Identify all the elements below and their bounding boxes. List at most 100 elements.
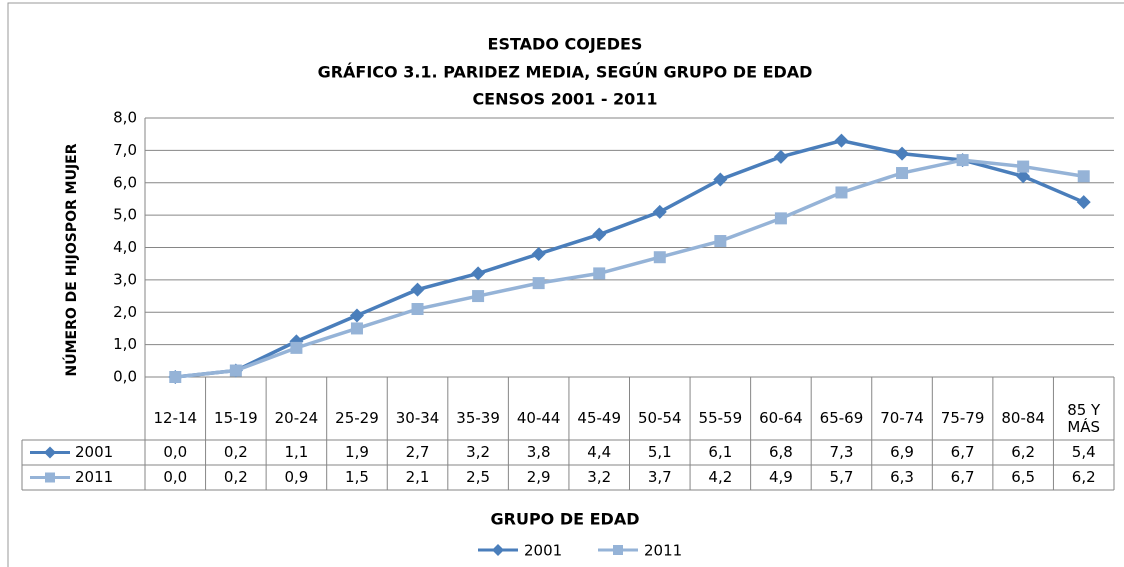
x-tick-label-box: 60-64 [759,409,803,427]
data-line [175,138,1085,379]
x-tick-label-box: 50-54 [638,410,682,427]
chart-title: ESTADO COJEDES [488,35,643,54]
x-tick-label: 20-24 [274,409,319,427]
data-point [956,154,969,167]
table-cell: 2,7 [406,443,430,461]
x-tick-label: 80-84 [1001,409,1045,427]
table-cell: 6,9 [890,443,914,461]
data-point [349,308,364,323]
x-tick-label-box: 12-14 [153,409,198,427]
x-tick-label: 40-44 [516,409,561,427]
y-tick-label: 6,0 [113,173,137,191]
table-cell: 5,4 [1072,443,1096,461]
data-point [653,251,666,264]
table-cell: 4,2 [708,468,732,486]
table-cell: 0,9 [284,468,308,486]
data-point [652,204,667,219]
x-tick-label-box: 80-84 [1001,409,1045,427]
data-point [350,322,363,335]
x-tick-label: 12-14 [153,409,198,427]
chart-border [7,2,1124,567]
table-cell: 6,8 [769,443,793,461]
table-series-name: 2011 [75,468,113,486]
x-tick-label-box: 25-29 [335,409,379,427]
y-tick-label: 7,0 [113,141,137,159]
legend-label: 2011 [644,542,682,560]
table-cell: 6,3 [890,468,914,486]
data-point [410,282,425,297]
x-tick-label: 85 Y MÁS [1067,400,1101,436]
x-tick-label-box: 45-49 [577,409,622,427]
legend-label: 2001 [524,542,562,560]
data-point [472,290,485,303]
x-tick-label-box: 15-19 [214,410,258,427]
table-cell: 6,7 [951,443,975,461]
data-point [532,277,545,290]
table-cell: 0,0 [163,468,187,486]
table-cell: 1,5 [345,468,369,486]
x-tick-label: 30-34 [395,409,440,427]
legend-marker [45,472,55,483]
data-point [714,235,727,248]
table-cell: 3,7 [648,468,672,486]
table-cell: 6,2 [1011,443,1035,461]
table-cell: 2,1 [406,468,430,486]
table-cell: 4,9 [769,468,793,486]
table-cell: 5,7 [830,468,854,486]
x-tick-label: 65-69 [819,409,864,427]
data-point [593,267,606,280]
y-tick-label: 5,0 [113,206,137,224]
table-cell: 6,2 [1072,468,1096,486]
table-cell: 6,5 [1011,468,1035,486]
legend-marker [492,544,504,556]
data-point [592,227,607,242]
chart-title: CENSOS 2001 - 2011 [472,90,657,109]
data-point [713,172,728,187]
legend-marker [44,446,56,459]
x-tick-label: 75-79 [940,409,985,427]
x-tick-label: 45-49 [577,409,622,427]
data-point [229,364,242,377]
y-tick-label: 3,0 [113,270,137,288]
data-point [773,149,788,164]
y-tick-label: 4,0 [113,238,137,256]
x-tick-label: 25-29 [335,409,379,427]
table-cell: 6,1 [708,443,732,461]
table-cell: 1,1 [284,443,308,461]
x-tick-label-box: 35-39 [456,409,500,427]
data-point [1017,160,1030,173]
x-tick-label: 35-39 [456,409,500,427]
table-cell: 0,2 [224,443,248,461]
legend-marker [613,545,623,555]
table-cell: 0,0 [163,443,187,461]
data-point [411,303,424,316]
data-point [835,186,848,199]
x-tick-label-box: 40-44 [516,409,561,427]
table-cell: 2,9 [527,468,551,486]
table-cell: 5,1 [648,443,672,461]
x-tick-label-box: 30-34 [395,409,440,427]
x-tick-label: 60-64 [759,409,803,427]
table-cell: 3,2 [466,443,490,461]
table-cell: 6,7 [951,468,975,486]
x-tick-label: 55-59 [698,409,743,427]
x-tick-label: 70-74 [880,409,924,427]
table-cell: 3,2 [587,468,611,486]
x-tick-label-box: 65-69 [819,409,864,427]
table-cell: 3,8 [527,443,551,461]
table-series-name: 2001 [75,443,113,461]
data-point [896,167,909,180]
x-tick-label-box: 75-79 [940,409,985,427]
x-tick-label-box: 70-74 [880,409,924,427]
y-tick-label: 1,0 [113,335,137,353]
data-line [175,158,1084,379]
y-tick-label: 0,0 [113,368,137,386]
data-point [1076,195,1091,210]
x-tick-label-box: 20-24 [274,409,319,427]
x-axis-title: GRUPO DE EDAD [491,510,640,529]
table-cell: 1,9 [345,443,369,461]
data-point [1077,170,1090,183]
data-point [471,266,486,281]
data-point [531,246,546,261]
